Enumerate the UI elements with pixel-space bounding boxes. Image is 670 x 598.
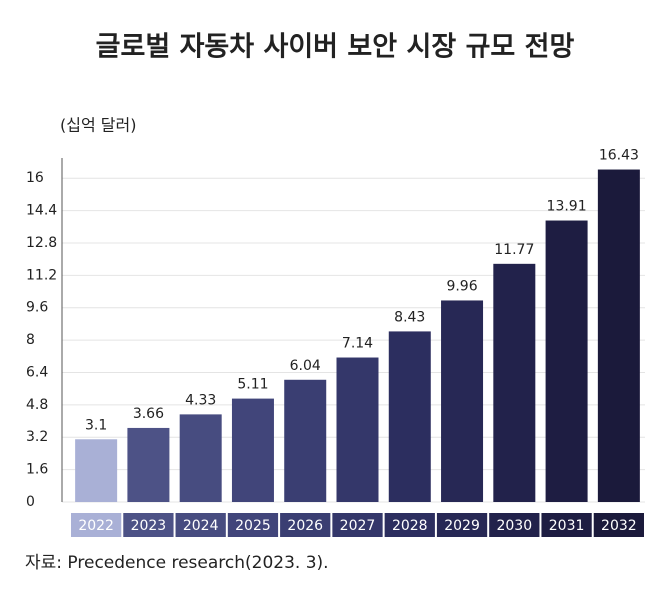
bar: [127, 427, 170, 502]
y-tick-label: 4.8: [26, 397, 48, 413]
bar: [75, 439, 118, 502]
x-tick-label: 2022: [78, 518, 114, 534]
x-tick-label: 2031: [549, 518, 585, 534]
x-tick-label: 2025: [235, 518, 271, 534]
y-tick-label: 9.6: [26, 300, 48, 316]
bar: [545, 220, 588, 503]
value-label: 4.33: [185, 392, 216, 408]
bar: [388, 331, 431, 502]
bar: [231, 398, 274, 502]
x-tick-box: [332, 513, 383, 537]
bar: [179, 414, 222, 502]
value-label: 6.04: [290, 358, 321, 374]
value-label: 3.66: [133, 406, 164, 422]
y-tick-label: 0: [26, 494, 35, 510]
x-tick-label: 2027: [340, 518, 376, 534]
y-tick-label: 11.2: [26, 267, 57, 283]
x-tick-box: [593, 513, 644, 537]
x-tick-box: [489, 513, 540, 537]
value-label: 11.77: [494, 242, 534, 258]
value-label: 5.11: [237, 377, 268, 393]
y-tick-label: 3.2: [26, 429, 48, 445]
x-tick-box: [541, 513, 592, 537]
value-label: 9.96: [446, 278, 477, 294]
x-tick-label: 2026: [287, 518, 323, 534]
x-tick-box: [175, 513, 226, 537]
bar: [336, 357, 379, 502]
x-tick-label: 2024: [183, 518, 219, 534]
value-label: 3.1: [85, 417, 107, 433]
y-tick-label: 14.4: [26, 203, 57, 219]
x-tick-box: [436, 513, 488, 537]
value-label: 8.43: [394, 309, 425, 325]
y-axis-label: (십억 달러): [60, 116, 136, 135]
x-tick-label: 2029: [444, 518, 480, 534]
y-tick-label: 6.4: [26, 364, 48, 380]
source: 자료: Precedence research(2023. 3).: [25, 553, 329, 573]
bar: [284, 379, 327, 502]
x-tick-label: 2030: [496, 518, 532, 534]
x-tick-label: 2023: [131, 518, 167, 534]
chart-title: 글로벌 자동차 사이버 보안 시장 규모 전망: [96, 32, 575, 63]
y-tick-label: 16: [26, 170, 44, 186]
y-tick-label: 12.8: [26, 235, 57, 251]
x-tick-box: [384, 513, 435, 537]
bar: [597, 169, 640, 502]
y-tick-label: 1.6: [26, 462, 48, 478]
x-tick-label: 2032: [601, 518, 637, 534]
x-tick-box: [280, 513, 331, 537]
x-tick-box: [71, 513, 122, 537]
value-label: 16.43: [599, 148, 639, 164]
value-label: 7.14: [342, 336, 373, 352]
bar: [441, 300, 484, 502]
x-tick-label: 2028: [392, 518, 428, 534]
x-tick-box: [227, 513, 279, 537]
value-label: 13.91: [547, 199, 587, 215]
x-tick-box: [123, 513, 174, 537]
y-tick-label: 8: [26, 332, 35, 348]
bar: [493, 263, 536, 502]
